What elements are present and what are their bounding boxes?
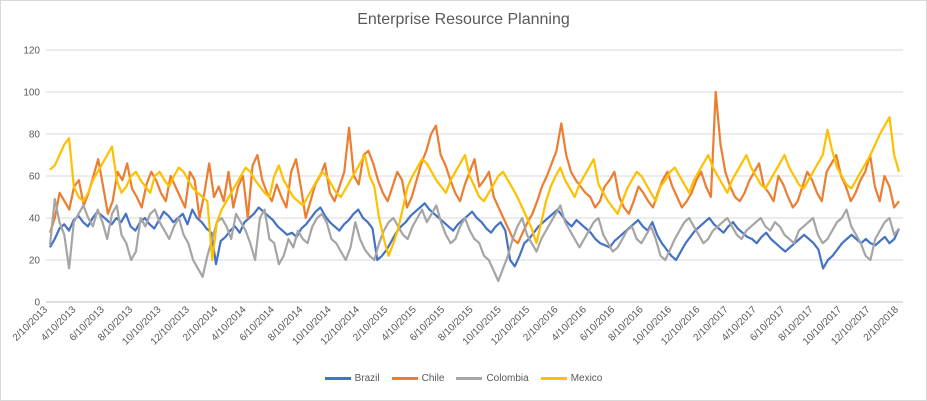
x-axis-ticks: 2/10/20134/10/20136/10/20138/10/201310/1… — [11, 304, 901, 347]
legend-label: Mexico — [570, 373, 603, 384]
y-tick-label: 80 — [29, 130, 41, 141]
legend-item-mexico: Mexico — [540, 373, 603, 384]
legend-swatch — [456, 376, 483, 380]
legend-swatch — [324, 376, 351, 380]
y-tick-label: 20 — [29, 256, 41, 267]
series-lines — [48, 90, 901, 283]
legend-item-brazil: Brazil — [324, 373, 380, 384]
y-tick-label: 0 — [34, 298, 40, 309]
legend: Brazil Chile Colombia Mexico — [0, 373, 927, 384]
series-line-brazil — [49, 202, 901, 270]
legend-swatch — [540, 376, 567, 380]
y-tick-label: 120 — [23, 46, 40, 57]
legend-item-chile: Chile — [391, 373, 445, 384]
y-tick-label: 100 — [23, 88, 40, 99]
legend-label: Chile — [421, 373, 445, 384]
y-tick-label: 40 — [29, 214, 41, 225]
series-line-colombia — [48, 198, 900, 283]
series-line-chile — [48, 90, 900, 245]
y-axis-ticks: 0 20 40 60 80 100 120 — [23, 46, 40, 309]
series-line-mexico — [49, 116, 901, 262]
chart-title: Enterprise Resource Planning — [357, 11, 570, 28]
legend-swatch — [391, 376, 418, 380]
legend-item-colombia: Colombia — [456, 373, 529, 384]
legend-label: Colombia — [486, 373, 529, 384]
legend-label: Brazil — [354, 373, 380, 384]
y-tick-label: 60 — [29, 172, 41, 183]
